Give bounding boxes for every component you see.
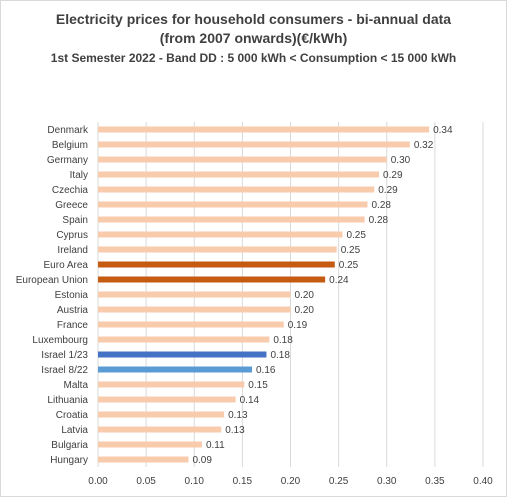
value-label: 0.18 [273, 335, 293, 346]
x-tick-label: 0.40 [473, 476, 493, 487]
value-label: 0.30 [391, 155, 411, 166]
category-label: Israel 8/22 [41, 365, 88, 376]
category-label: Bulgaria [51, 440, 88, 451]
chart-title-line-1: Electricity prices for household consume… [55, 11, 452, 27]
bar [98, 246, 337, 253]
category-label: Denmark [47, 125, 89, 136]
category-label: Lithuania [47, 395, 88, 406]
bar [98, 351, 267, 358]
bar [98, 201, 368, 208]
x-tick-label: 0.15 [233, 476, 253, 487]
bar [98, 261, 335, 268]
category-labels: Denmark Belgium Germany Italy Czechia Greece S… [16, 125, 89, 466]
value-label: 0.20 [295, 305, 315, 316]
bar [98, 411, 225, 418]
bar [98, 321, 284, 328]
category-label: Hungary [50, 455, 88, 466]
category-label: Austria [57, 305, 89, 316]
category-label: Italy [70, 170, 88, 181]
category-label: Malta [64, 380, 89, 391]
value-labels: 0.340.320.300.290.290.280.280.250.250.25… [192, 125, 453, 466]
bar [98, 141, 410, 148]
category-label: Spain [62, 215, 88, 226]
x-tick-label: 0.10 [185, 476, 205, 487]
bar [98, 336, 270, 343]
value-label: 0.32 [414, 140, 434, 151]
chart-title-line-2: (from 2007 onwards)(€/kWh) [159, 30, 348, 46]
value-label: 0.13 [228, 410, 248, 421]
value-label: 0.28 [369, 215, 389, 226]
bar [98, 186, 375, 193]
value-label: 0.25 [339, 260, 359, 271]
value-label: 0.11 [206, 440, 225, 451]
bar [98, 276, 326, 283]
x-axis-tick-labels: 0.00 0.05 0.10 0.15 0.20 0.25 0.30 0.35 0.40 [88, 476, 493, 487]
bar [98, 366, 252, 373]
bar [98, 306, 291, 313]
x-tick-label: 0.25 [329, 476, 349, 487]
chart-title: Electricity prices for household consume… [0, 10, 507, 48]
category-label: Germany [47, 155, 88, 166]
bar [98, 231, 343, 238]
bar [98, 216, 365, 223]
category-label: Czechia [52, 185, 89, 196]
category-label: Latvia [61, 425, 88, 436]
bar [98, 171, 380, 178]
x-tick-label: 0.00 [88, 476, 108, 487]
bar [98, 156, 387, 163]
bar [98, 426, 222, 433]
x-tick-label: 0.20 [281, 476, 301, 487]
bar [98, 396, 236, 403]
category-label: Belgium [52, 140, 88, 151]
value-label: 0.34 [433, 125, 453, 136]
value-label: 0.25 [341, 245, 361, 256]
x-tick-label: 0.05 [136, 476, 156, 487]
category-label: Israel 1/23 [41, 350, 88, 361]
category-label: Croatia [56, 410, 89, 421]
bar [98, 291, 291, 298]
value-label: 0.25 [346, 230, 366, 241]
value-label: 0.15 [248, 380, 268, 391]
value-label: 0.09 [192, 455, 212, 466]
category-label: Estonia [55, 290, 89, 301]
value-label: 0.14 [240, 395, 260, 406]
category-label: Ireland [57, 245, 88, 256]
value-label: 0.16 [256, 365, 276, 376]
value-label: 0.13 [225, 425, 245, 436]
chart-subtitle: 1st Semester 2022 - Band DD : 5 000 kWh … [50, 51, 457, 65]
value-label: 0.18 [270, 350, 290, 361]
value-label: 0.29 [383, 170, 403, 181]
bar [98, 456, 189, 463]
bar [98, 126, 430, 133]
category-label: European Union [16, 275, 88, 286]
value-label: 0.28 [372, 200, 392, 211]
bars [98, 126, 430, 463]
category-label: France [57, 320, 89, 331]
value-label: 0.29 [378, 185, 398, 196]
bar [98, 381, 245, 388]
category-label: Cyprus [56, 230, 88, 241]
value-label: 0.19 [288, 320, 308, 331]
bar [98, 441, 202, 448]
x-tick-label: 0.35 [425, 476, 445, 487]
category-label: Luxembourg [32, 335, 88, 346]
category-label: Euro Area [44, 260, 89, 271]
value-label: 0.20 [295, 290, 315, 301]
x-tick-label: 0.30 [377, 476, 397, 487]
value-label: 0.24 [329, 275, 349, 286]
category-label: Greece [55, 200, 88, 211]
